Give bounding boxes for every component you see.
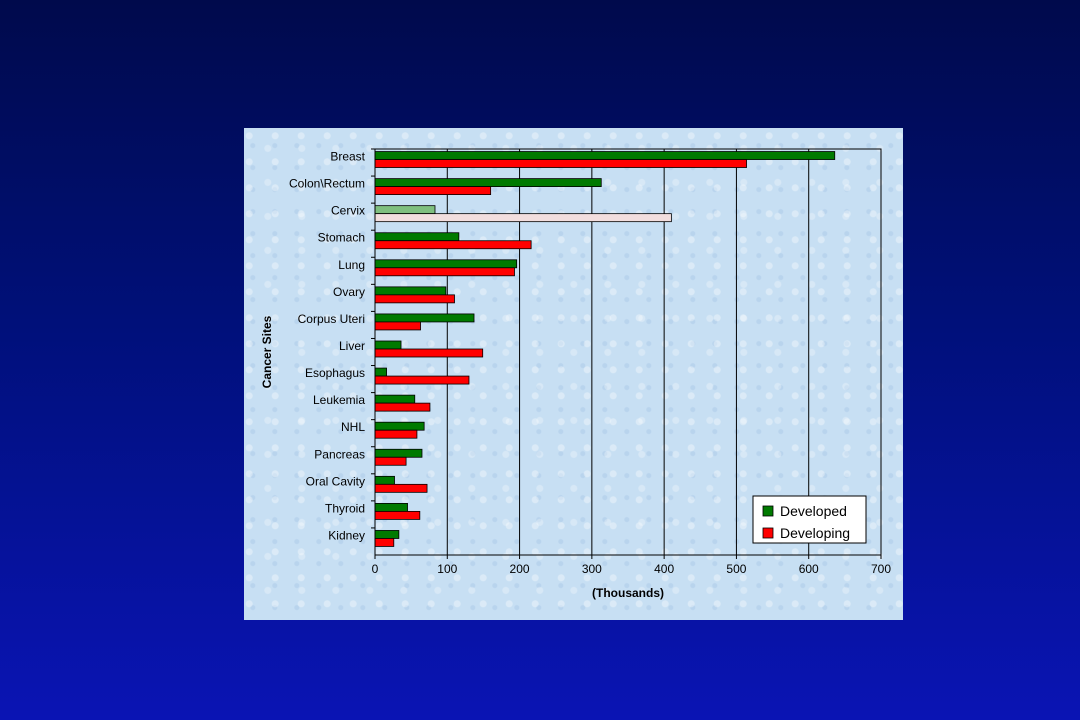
category-label: Cervix: [331, 204, 365, 218]
bar-developing-12: [374, 483, 428, 493]
x-tick-label-0: 0: [372, 562, 379, 576]
bar-developing-9: [374, 402, 431, 412]
category-label: Stomach: [318, 231, 365, 245]
bar-developed-2: [374, 205, 436, 215]
bar-developed-1: [374, 178, 602, 187]
bar-developing-10: [374, 429, 418, 439]
x-tick-label-600: 600: [799, 562, 819, 576]
axes: [371, 148, 882, 559]
bar-developed-8: [374, 367, 387, 377]
x-tick-label-700: 700: [871, 562, 891, 576]
bar-developing-5: [374, 294, 455, 304]
bar-developed-11: [374, 448, 423, 458]
bar-developing-6: [374, 321, 421, 331]
category-label: Esophagus: [305, 366, 365, 380]
bar-developing-2: [374, 213, 672, 223]
bar-developing-13: [374, 510, 421, 520]
x-tick-label-500: 500: [726, 562, 746, 576]
legend-label-developed: Developed: [780, 503, 847, 519]
category-label: Thyroid: [325, 501, 365, 515]
x-tick-label-100: 100: [437, 562, 457, 576]
category-label: Corpus Uteri: [298, 312, 365, 326]
category-label: Pancreas: [314, 447, 365, 461]
bar-developing-0: [374, 159, 747, 168]
legend-swatch-developing: [762, 527, 774, 539]
bar-developed-13: [374, 502, 408, 512]
bar-developed-4: [374, 259, 518, 269]
x-tick-label-300: 300: [582, 562, 602, 576]
bar-developed-7: [374, 340, 402, 350]
bar-developed-9: [374, 394, 416, 404]
category-label: Breast: [330, 150, 365, 164]
bar-developed-6: [374, 313, 475, 323]
category-label: Liver: [339, 339, 365, 353]
bar-developing-3: [374, 240, 532, 250]
bar-developing-11: [374, 456, 407, 466]
category-label: Leukemia: [313, 393, 365, 407]
bar-developed-12: [374, 475, 395, 485]
legend: Developed Developing: [752, 495, 867, 544]
bars: [374, 151, 836, 547]
bar-developed-14: [374, 530, 400, 539]
category-label: Lung: [338, 258, 365, 272]
x-tick-label-200: 200: [510, 562, 530, 576]
bar-developed-10: [374, 421, 425, 431]
bar-developing-14: [374, 538, 395, 547]
x-axis-title: (Thousands): [592, 586, 664, 600]
x-tick-label-400: 400: [654, 562, 674, 576]
bar-developed-0: [374, 151, 836, 160]
category-labels: Breast Colon\Rectum Cervix Stomach Lung Ovary…: [289, 150, 366, 543]
legend-label-developing: Developing: [780, 525, 850, 541]
category-label: Colon\Rectum: [289, 177, 365, 191]
category-label: Ovary: [333, 285, 365, 299]
category-label: NHL: [341, 420, 365, 434]
legend-swatch-developed: [762, 505, 774, 517]
bar-developing-1: [374, 186, 492, 195]
bar-developing-7: [374, 348, 484, 358]
bar-chart: Breast Colon\Rectum Cervix Stomach Lung Ovary…: [260, 148, 892, 600]
chart-panel: Breast Colon\Rectum Cervix Stomach Lung Ovary…: [244, 128, 903, 620]
bar-developed-5: [374, 286, 447, 296]
category-label: Oral Cavity: [306, 474, 365, 488]
y-axis-title: Cancer Sites: [260, 315, 274, 388]
bar-developed-3: [374, 232, 460, 242]
bar-developing-8: [374, 375, 470, 385]
category-label: Kidney: [328, 528, 365, 542]
bar-developing-4: [374, 267, 515, 277]
x-tick-labels: 0 100 200 300 400 500 600 700: [372, 562, 892, 576]
